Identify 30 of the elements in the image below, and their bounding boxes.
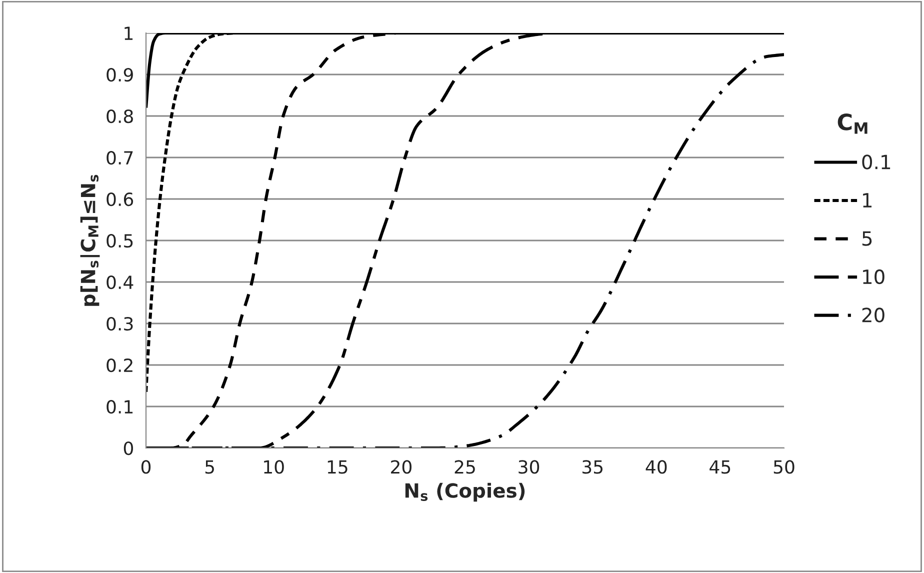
x-tick-label: 0 xyxy=(141,460,151,474)
legend-label: 20 xyxy=(862,308,884,322)
y-tick-label: 0.5 xyxy=(106,234,133,248)
y-tick-label: 0.7 xyxy=(106,150,133,165)
x-tick-label: 10 xyxy=(264,460,284,474)
x-tick-label: 15 xyxy=(328,460,348,474)
y-tick-label: 1 xyxy=(124,26,133,40)
y-axis-title: p[N$_{s}$|C$_{M}$]≤N$_{s}$ xyxy=(80,174,100,306)
x-tick-label: 20 xyxy=(391,460,412,474)
y-tick-label: 0.9 xyxy=(106,68,133,82)
x-tick-label: 50 xyxy=(774,460,794,474)
x-tick-label: 45 xyxy=(710,460,730,474)
y-tick-label: 0.8 xyxy=(106,109,133,124)
x-tick-label: 40 xyxy=(646,460,667,474)
legend-label: 10 xyxy=(863,269,884,284)
y-tick-label: 0.2 xyxy=(106,358,132,372)
y-tick-label: 0.6 xyxy=(106,192,134,206)
x-tick-label: 35 xyxy=(582,460,603,474)
x-tick-label: 30 xyxy=(518,460,540,474)
y-tick-label: 0.3 xyxy=(106,316,133,331)
legend-label: 0.1 xyxy=(862,154,890,170)
y-tick-label: 0.1 xyxy=(106,400,133,414)
x-tick-label: 5 xyxy=(205,460,214,474)
x-axis-title: N$_{s}$ (Copies) xyxy=(405,482,525,502)
y-tick-label: 0.4 xyxy=(106,275,134,290)
y-tick-label: 0 xyxy=(124,441,133,456)
legend-title: C$_{M}$ xyxy=(838,114,868,134)
x-tick-label: 25 xyxy=(454,460,475,474)
legend-label: 1 xyxy=(863,193,872,208)
legend-label: 5 xyxy=(862,231,872,246)
